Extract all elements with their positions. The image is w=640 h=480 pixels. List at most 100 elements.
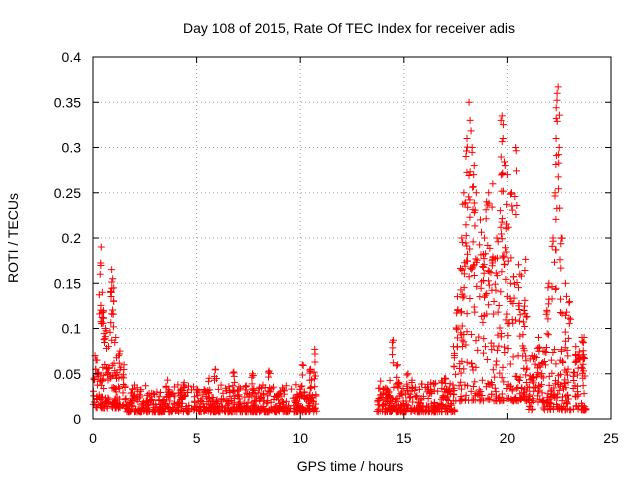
data-point: [279, 403, 287, 411]
data-point: [190, 393, 198, 401]
data-point: [462, 153, 470, 161]
data-point: [214, 385, 222, 393]
data-point: [510, 273, 518, 281]
data-point: [256, 395, 264, 403]
data-point: [99, 393, 107, 401]
data-point: [306, 368, 314, 376]
data-point: [478, 278, 486, 286]
data-point: [544, 284, 552, 292]
data-point: [557, 346, 565, 354]
data-point: [548, 295, 556, 303]
data-point: [458, 336, 466, 344]
data-point: [452, 370, 460, 378]
data-point: [164, 376, 172, 384]
data-point: [201, 387, 209, 395]
data-point: [514, 261, 522, 269]
data-point: [552, 360, 560, 368]
data-point: [162, 384, 170, 392]
y-tick-label: 0.15: [54, 275, 81, 291]
data-point: [242, 404, 250, 412]
data-point: [569, 372, 577, 380]
data-point: [563, 405, 571, 413]
data-point: [497, 153, 505, 161]
data-point: [522, 371, 530, 379]
data-point: [404, 390, 412, 398]
y-tick-label: 0.3: [62, 140, 82, 156]
data-point: [458, 307, 466, 315]
data-point: [99, 319, 107, 327]
data-point: [115, 404, 123, 412]
data-point: [476, 241, 484, 249]
data-point: [534, 392, 542, 400]
data-point: [135, 391, 143, 399]
data-point: [458, 290, 466, 298]
data-point: [142, 382, 150, 390]
data-point: [573, 382, 581, 390]
data-point: [499, 254, 507, 262]
data-point: [126, 399, 134, 407]
data-point: [469, 183, 477, 191]
data-point: [450, 407, 458, 415]
data-point: [205, 374, 213, 382]
data-point: [501, 244, 509, 252]
data-point: [386, 406, 394, 414]
data-point: [544, 300, 552, 308]
data-point: [573, 402, 581, 410]
data-point: [304, 405, 312, 413]
data-point: [456, 265, 464, 273]
data-point: [535, 347, 543, 355]
data-point: [250, 386, 258, 394]
data-point: [101, 335, 109, 343]
data-point: [468, 148, 476, 156]
data-point: [377, 377, 385, 385]
data-point: [564, 365, 572, 373]
data-point: [504, 257, 512, 265]
data-point: [462, 232, 470, 240]
data-point: [552, 160, 560, 168]
data-point: [553, 96, 561, 104]
data-point: [562, 292, 570, 300]
data-point: [516, 332, 524, 340]
data-point: [258, 405, 266, 413]
data-point: [545, 279, 553, 287]
data-point: [265, 368, 273, 376]
data-point: [99, 363, 107, 371]
data-point: [561, 328, 569, 336]
data-point: [120, 374, 128, 382]
data-point: [175, 400, 183, 408]
data-point: [282, 382, 290, 390]
data-point: [471, 206, 479, 214]
data-point: [513, 384, 521, 392]
data-point: [522, 366, 530, 374]
data-point: [382, 407, 390, 415]
data-point: [441, 379, 449, 387]
data-point: [581, 403, 589, 411]
data-point: [480, 261, 488, 269]
data-point: [461, 262, 469, 270]
data-point: [440, 394, 448, 402]
data-point: [464, 203, 472, 211]
x-tick-label: 20: [500, 430, 516, 446]
data-point: [109, 398, 117, 406]
data-point: [241, 393, 249, 401]
data-point: [292, 381, 300, 389]
data-point: [110, 284, 118, 292]
data-point: [433, 403, 441, 411]
data-point: [504, 345, 512, 353]
data-point: [463, 358, 471, 366]
data-point: [99, 375, 107, 383]
data-point: [218, 403, 226, 411]
y-tick-label: 0: [73, 411, 81, 427]
data-point: [488, 390, 496, 398]
data-point: [508, 386, 516, 394]
data-point: [489, 366, 497, 374]
data-point: [517, 272, 525, 280]
data-point: [493, 346, 501, 354]
data-point: [565, 299, 573, 307]
data-point: [458, 385, 466, 393]
data-point: [312, 400, 320, 408]
data-point: [100, 308, 108, 316]
data-point: [219, 389, 227, 397]
data-point: [579, 402, 587, 410]
data-point: [512, 147, 520, 155]
